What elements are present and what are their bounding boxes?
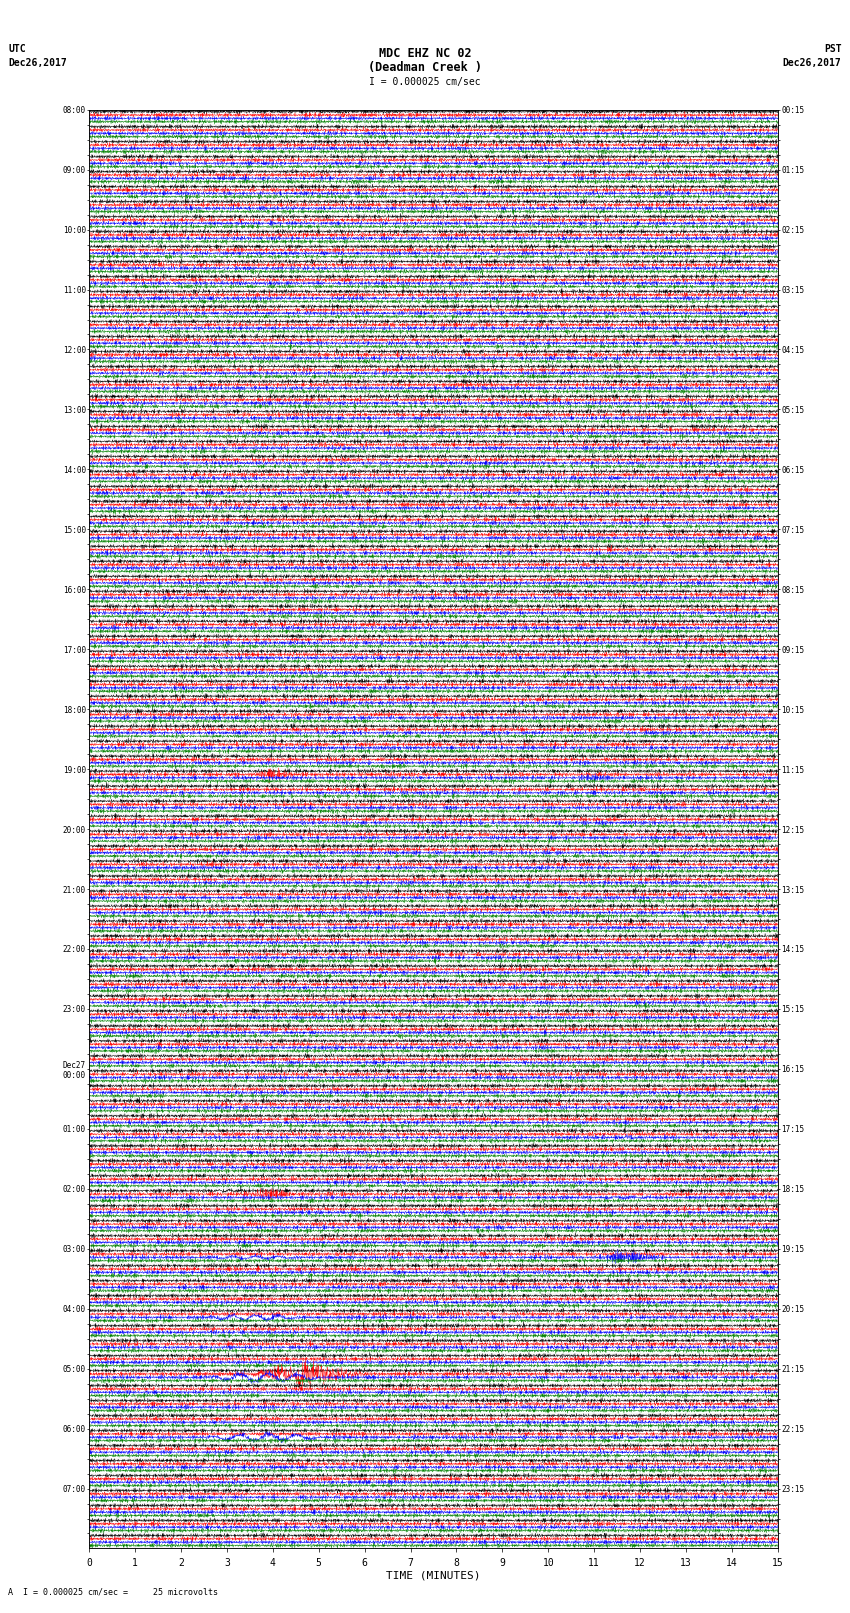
Text: Dec26,2017: Dec26,2017 [783, 58, 842, 68]
Text: I = 0.000025 cm/sec: I = 0.000025 cm/sec [369, 77, 481, 87]
Text: MDC EHZ NC 02: MDC EHZ NC 02 [379, 47, 471, 60]
Text: (Deadman Creek ): (Deadman Creek ) [368, 61, 482, 74]
Text: PST: PST [824, 44, 842, 53]
Text: A  I = 0.000025 cm/sec =     25 microvolts: A I = 0.000025 cm/sec = 25 microvolts [8, 1587, 218, 1597]
Text: Dec26,2017: Dec26,2017 [8, 58, 67, 68]
Text: UTC: UTC [8, 44, 26, 53]
X-axis label: TIME (MINUTES): TIME (MINUTES) [386, 1571, 481, 1581]
